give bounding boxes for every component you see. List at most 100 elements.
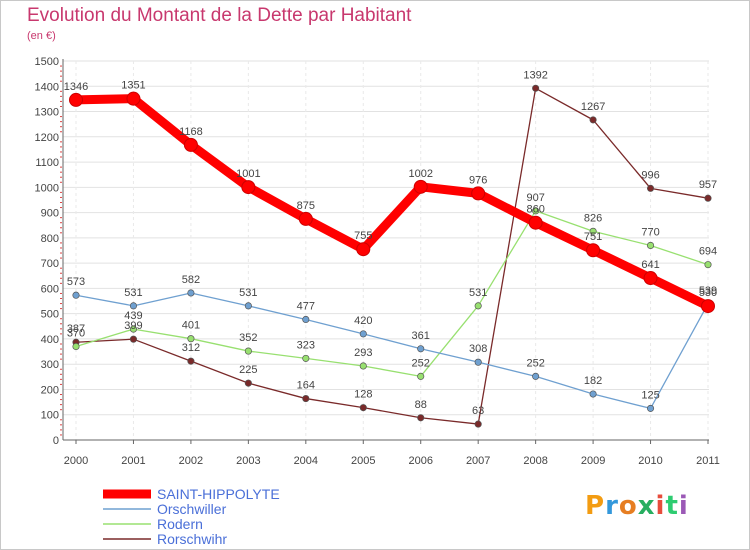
point-SAINT-HIPPOLYTE-2002: [183, 137, 198, 152]
data-label-Rodern-2005: 293: [354, 347, 372, 359]
point-Rodern-2005: [359, 362, 367, 370]
point-Rorschwihr-2011: [704, 194, 712, 202]
data-label-Rodern-2003: 352: [239, 332, 257, 344]
y-tick-1500: 1500: [35, 56, 59, 68]
y-tick-1200: 1200: [35, 132, 59, 144]
point-SAINT-HIPPOLYTE-2009: [586, 243, 601, 258]
x-tick-2006: 2006: [408, 455, 432, 467]
data-label-Orschwiller-2008: 252: [526, 357, 544, 369]
point-SAINT-HIPPOLYTE-2005: [356, 242, 371, 257]
x-tick-2011: 2011: [696, 455, 720, 467]
data-label-Rorschwihr-2001: 399: [124, 320, 142, 332]
data-label-Orschwiller-2004: 477: [297, 300, 315, 312]
series-points: [69, 84, 715, 428]
point-Rodern-2000: [72, 342, 80, 351]
point-Rorschwihr-2002: [187, 357, 195, 365]
y-tick-700: 700: [41, 258, 59, 270]
data-label-Rodern-2007: 531: [469, 287, 487, 299]
point-Rorschwihr-2005: [359, 404, 367, 412]
data-label-SAINT-HIPPOLYTE-2003: 1001: [236, 168, 260, 180]
point-Rodern-2002: [187, 335, 195, 343]
point-Rorschwihr-2007: [474, 420, 482, 428]
legend: SAINT-HIPPOLYTEOrschwillerRodernRorschwi…: [103, 486, 280, 547]
y-tick-0: 0: [53, 435, 59, 447]
data-label-Rorschwihr-2005: 128: [354, 389, 372, 401]
series-line-Rorschwihr: [75, 87, 709, 425]
data-label-SAINT-HIPPOLYTE-2007: 976: [469, 174, 487, 186]
series-line-SAINT-HIPPOLYTE: [71, 94, 713, 311]
legend-label-SAINT-HIPPOLYTE: SAINT-HIPPOLYTE: [157, 486, 280, 502]
point-Orschwiller-2004: [302, 315, 310, 324]
point-Orschwiller-2007: [474, 358, 482, 366]
point-SAINT-HIPPOLYTE-2011: [701, 299, 715, 314]
point-Rodern-2007: [474, 302, 482, 310]
point-Orschwiller-2001: [129, 302, 138, 310]
y-tick-600: 600: [41, 283, 59, 295]
data-label-SAINT-HIPPOLYTE-2004: 875: [297, 200, 315, 212]
data-label-Orschwiller-2000: 573: [67, 276, 85, 288]
grid-lines: [60, 60, 709, 440]
x-tick-2010: 2010: [638, 455, 662, 467]
data-label-Rorschwihr-2002: 312: [182, 342, 200, 354]
y-tick-1400: 1400: [35, 81, 59, 93]
data-label-Rodern-2011: 694: [699, 246, 717, 258]
point-Rorschwihr-2008: [532, 84, 540, 92]
point-Orschwiller-2006: [417, 345, 425, 353]
series-line-Orschwiller: [75, 292, 709, 410]
point-Rorschwihr-2010: [646, 184, 655, 192]
proxiti-logo: Proxiti: [585, 491, 689, 521]
point-Rorschwihr-2006: [417, 414, 425, 422]
y-tick-800: 800: [41, 233, 59, 245]
point-Rodern-2009: [589, 227, 597, 235]
y-tick-400: 400: [41, 334, 59, 346]
y-tick-900: 900: [41, 208, 59, 220]
data-label-Orschwiller-2005: 420: [354, 315, 372, 327]
point-Orschwiller-2000: [72, 291, 80, 299]
point-Orschwiller-2002: [187, 289, 195, 297]
point-SAINT-HIPPOLYTE-2000: [69, 92, 83, 107]
logo-letter: i: [678, 491, 689, 521]
data-labels: 387 399 312 225 164 128 88 63 1392 1267 996 957 370 4…: [64, 69, 717, 417]
data-label-Rodern-2010: 770: [641, 226, 659, 238]
data-label-SAINT-HIPPOLYTE-2000: 1346: [64, 81, 88, 93]
data-label-SAINT-HIPPOLYTE-2008: 860: [526, 204, 544, 216]
y-tick-labels: 0 100 200 300 400 500 600 700 800 900 1000 1100 1200…: [35, 56, 59, 447]
legend-label-Rorschwihr: Rorschwihr: [157, 531, 227, 547]
x-tick-2000: 2000: [64, 455, 88, 467]
point-Orschwiller-2010: [646, 404, 655, 412]
data-label-Orschwiller-2002: 582: [182, 274, 200, 286]
y-tick-200: 200: [41, 384, 59, 396]
x-tick-2001: 2001: [121, 455, 145, 467]
point-SAINT-HIPPOLYTE-2010: [643, 271, 658, 286]
data-label-Rodern-2000: 370: [67, 328, 85, 340]
point-Rodern-2003: [244, 347, 252, 355]
legend-label-Rodern: Rodern: [157, 516, 203, 532]
data-label-SAINT-HIPPOLYTE-2009: 751: [584, 231, 602, 243]
point-Rodern-2010: [646, 241, 655, 249]
point-Rodern-2008: [532, 207, 540, 215]
data-label-SAINT-HIPPOLYTE-2011: 530: [699, 287, 717, 299]
y-tick-300: 300: [41, 359, 59, 371]
logo-letter: x: [637, 491, 656, 521]
point-Rodern-2001: [129, 325, 138, 333]
point-Orschwiller-2005: [359, 330, 367, 338]
data-label-Rorschwihr-2011: 957: [699, 179, 717, 191]
point-SAINT-HIPPOLYTE-2003: [241, 180, 256, 195]
x-tick-2007: 2007: [466, 455, 490, 467]
legend-label-Orschwiller: Orschwiller: [157, 501, 227, 517]
data-label-Rodern-2008: 907: [526, 192, 544, 204]
data-label-Orschwiller-2010: 125: [641, 389, 659, 401]
data-label-Orschwiller-2006: 361: [412, 330, 430, 342]
data-label-Rodern-2004: 323: [297, 339, 315, 351]
data-label-SAINT-HIPPOLYTE-2002: 1168: [179, 126, 203, 138]
logo-letter: i: [655, 491, 666, 521]
point-Rodern-2006: [417, 372, 425, 380]
logo-letter: P: [585, 491, 606, 521]
point-SAINT-HIPPOLYTE-2007: [471, 186, 486, 201]
point-Rodern-2011: [704, 261, 712, 269]
data-label-Rorschwihr-2008: 1392: [523, 69, 547, 81]
point-Orschwiller-2008: [532, 372, 540, 380]
data-label-Rodern-2006: 252: [412, 357, 430, 369]
data-label-SAINT-HIPPOLYTE-2001: 1351: [121, 80, 145, 92]
